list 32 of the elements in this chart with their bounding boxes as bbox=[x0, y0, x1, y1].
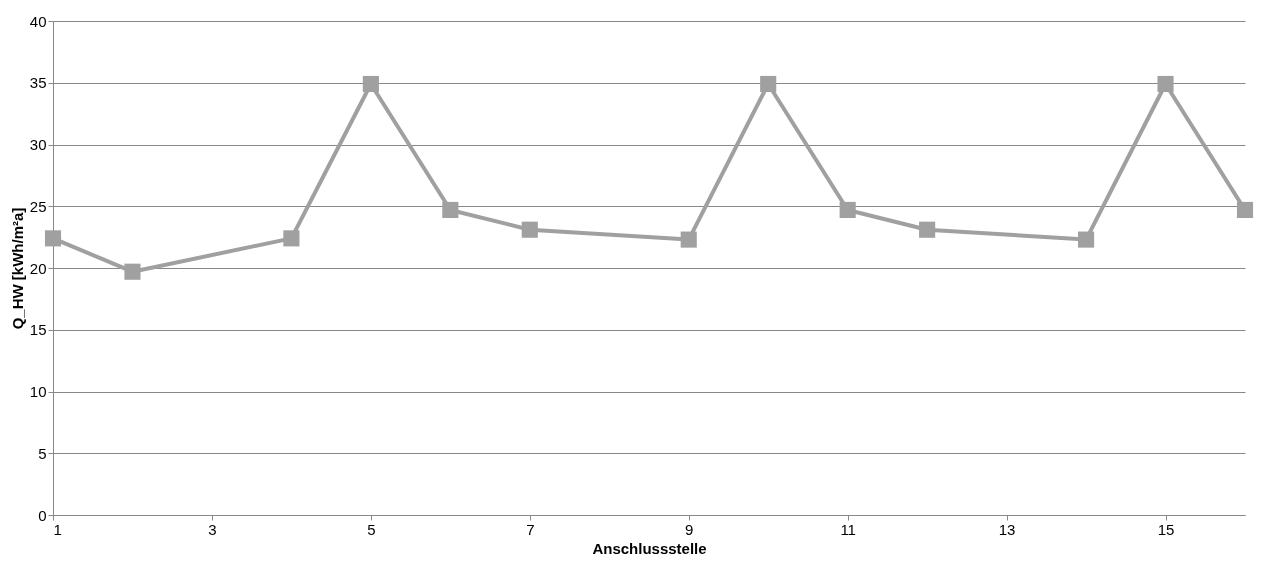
point bbox=[124, 263, 141, 280]
point bbox=[760, 75, 777, 93]
y-tick-label: 30 bbox=[29, 136, 47, 153]
y-tick-label: 20 bbox=[29, 259, 47, 277]
point bbox=[1157, 75, 1174, 93]
point bbox=[442, 201, 459, 219]
point bbox=[362, 75, 379, 93]
y-tick-label: 35 bbox=[29, 74, 47, 92]
y-tick-label: 15 bbox=[29, 321, 47, 339]
x-tick-label: 9 bbox=[685, 520, 694, 538]
point bbox=[44, 230, 62, 247]
x-tick-label: 3 bbox=[208, 520, 217, 538]
x-tick-label: 7 bbox=[526, 520, 535, 538]
x-axis-title: Anschlussstelle bbox=[592, 539, 707, 557]
y-tick-label: 40 bbox=[29, 12, 47, 30]
point bbox=[839, 201, 856, 219]
point bbox=[1078, 231, 1095, 248]
point bbox=[521, 221, 538, 238]
x-tick-label: 15 bbox=[1157, 520, 1175, 538]
y-tick-label: 25 bbox=[29, 197, 47, 215]
x-tick-label: 13 bbox=[998, 520, 1016, 538]
y-tick-label: 10 bbox=[29, 383, 47, 400]
y-tick-label: 5 bbox=[38, 444, 47, 462]
x-tick-label: 1 bbox=[53, 520, 62, 538]
y-axis-title: Q_HW [kWh/m²a] bbox=[8, 207, 26, 330]
point bbox=[283, 230, 300, 247]
x-tick-label: 11 bbox=[840, 520, 856, 538]
y-tick-label: 0 bbox=[38, 506, 47, 524]
point bbox=[919, 221, 936, 238]
point bbox=[680, 231, 697, 248]
x-tick-label: 5 bbox=[367, 520, 376, 538]
point bbox=[1236, 201, 1254, 219]
